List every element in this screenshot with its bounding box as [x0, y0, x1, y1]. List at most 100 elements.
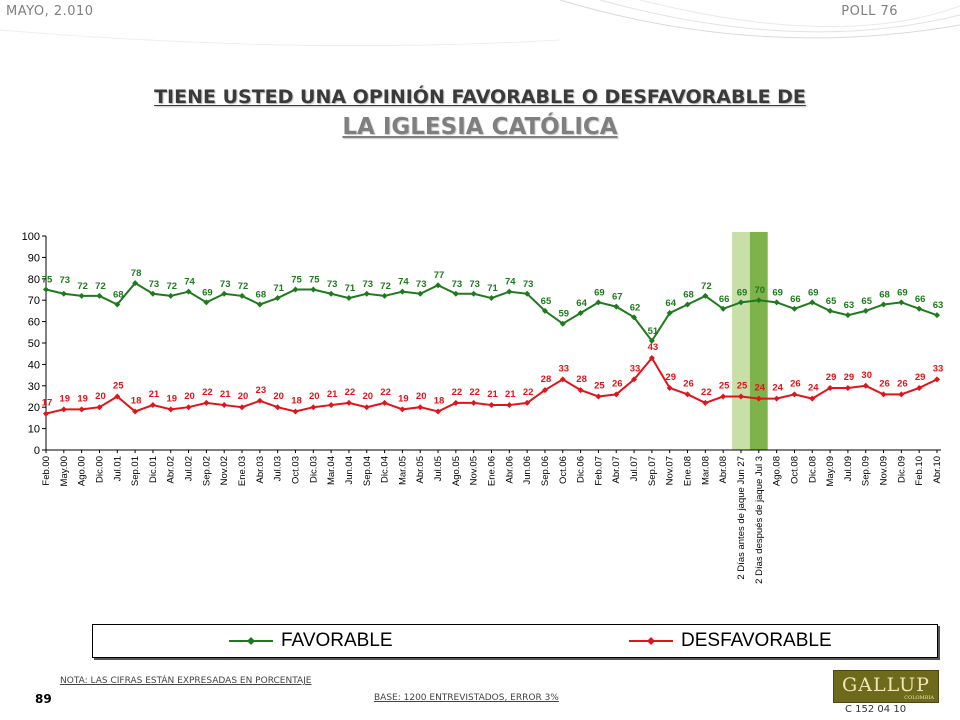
data-label: 33 [630, 363, 641, 374]
data-label: 19 [77, 393, 88, 404]
data-label: 22 [701, 387, 712, 398]
data-point [78, 406, 85, 413]
data-point [488, 402, 495, 409]
data-label: 64 [665, 298, 676, 309]
data-point [167, 292, 174, 299]
x-tick-label: Jul.02 [184, 456, 195, 481]
x-tick-label: May.09 [825, 456, 836, 486]
data-point [185, 288, 192, 295]
data-point [452, 399, 459, 406]
data-point [631, 314, 638, 321]
y-tick-label: 60 [28, 317, 40, 329]
data-label: 69 [772, 287, 783, 298]
data-point [541, 387, 548, 394]
data-label: 66 [915, 294, 926, 305]
data-point [524, 399, 531, 406]
data-label: 67 [612, 292, 623, 303]
data-point [435, 408, 442, 415]
data-label: 72 [380, 281, 391, 292]
data-label: 26 [790, 378, 801, 389]
data-label: 20 [309, 391, 320, 402]
data-label: 33 [558, 363, 569, 374]
data-point [381, 292, 388, 299]
header-decoration [0, 0, 960, 47]
data-label: 69 [897, 287, 908, 298]
legend-item-desfavorable: DESFAVORABLE [629, 625, 832, 657]
data-label: 21 [327, 389, 338, 400]
data-label: 22 [469, 387, 480, 398]
data-label: 63 [844, 300, 855, 311]
data-point [60, 406, 67, 413]
data-label: 21 [220, 389, 231, 400]
data-label: 72 [95, 281, 106, 292]
x-tick-label: Jul.05 [433, 456, 444, 481]
data-point [239, 292, 246, 299]
x-tick-label: Dic.04 [380, 456, 391, 483]
data-label: 29 [844, 372, 855, 383]
legend-label-desfavorable: DESFAVORABLE [681, 630, 832, 651]
data-label: 71 [345, 283, 356, 294]
y-tick-label: 0 [34, 445, 40, 457]
x-tick-label: Sep.01 [130, 456, 141, 486]
data-label: 69 [737, 287, 748, 298]
data-point [96, 292, 103, 299]
x-tick-label: Mar.04 [326, 456, 337, 485]
data-point [470, 290, 477, 297]
data-label: 20 [416, 391, 427, 402]
data-label: 74 [184, 277, 195, 288]
data-label: 18 [131, 395, 142, 406]
data-label: 65 [541, 296, 552, 307]
x-tick-label: Ago.05 [451, 456, 462, 486]
data-point [185, 404, 192, 411]
data-label: 22 [523, 387, 534, 398]
title-line-2: LA IGLESIA CATÓLICA [342, 114, 618, 140]
data-point [631, 376, 638, 383]
data-point [791, 391, 798, 398]
x-tick-label: Ene.03 [237, 456, 248, 486]
data-point [488, 295, 495, 302]
x-tick-label: Jul.03 [273, 456, 284, 481]
data-point [577, 310, 584, 317]
data-label: 63 [933, 300, 944, 311]
data-label: 22 [452, 387, 463, 398]
data-label: 26 [879, 378, 890, 389]
data-label: 73 [60, 275, 71, 286]
y-tick-label: 10 [28, 424, 40, 436]
x-tick-label: Sep.06 [540, 456, 551, 486]
data-point [221, 290, 228, 297]
y-tick-label: 70 [28, 295, 40, 307]
x-tick-label: Sep.04 [362, 456, 373, 486]
data-label: 72 [238, 281, 249, 292]
data-label: 74 [505, 277, 516, 288]
data-point [96, 404, 103, 411]
data-label: 78 [131, 268, 142, 279]
data-point [310, 404, 317, 411]
x-tick-label: May.00 [59, 456, 70, 486]
data-label: 66 [790, 294, 801, 305]
data-point [310, 286, 317, 293]
highlight-band [749, 232, 768, 450]
data-label: 71 [487, 283, 498, 294]
data-point [381, 399, 388, 406]
data-point [435, 282, 442, 289]
data-label: 24 [755, 383, 766, 394]
data-label: 18 [291, 395, 302, 406]
data-label: 70 [755, 285, 766, 296]
x-tick-label: Dic.06 [576, 456, 587, 483]
x-tick-label: Nov.05 [469, 456, 480, 485]
data-label: 25 [737, 381, 748, 392]
data-point [827, 307, 834, 314]
x-tick-label: Abr.10 [932, 456, 943, 483]
data-point [755, 395, 762, 402]
x-tick-label: Abr.06 [504, 456, 515, 483]
data-point [292, 286, 299, 293]
x-tick-label: Sep.02 [201, 456, 212, 486]
data-label: 73 [469, 279, 480, 290]
data-point [167, 406, 174, 413]
data-label: 69 [808, 287, 819, 298]
x-tick-label: Ene.08 [683, 456, 694, 486]
data-point [862, 307, 869, 314]
data-point [577, 387, 584, 394]
data-label: 72 [77, 281, 88, 292]
data-label: 68 [256, 289, 267, 300]
